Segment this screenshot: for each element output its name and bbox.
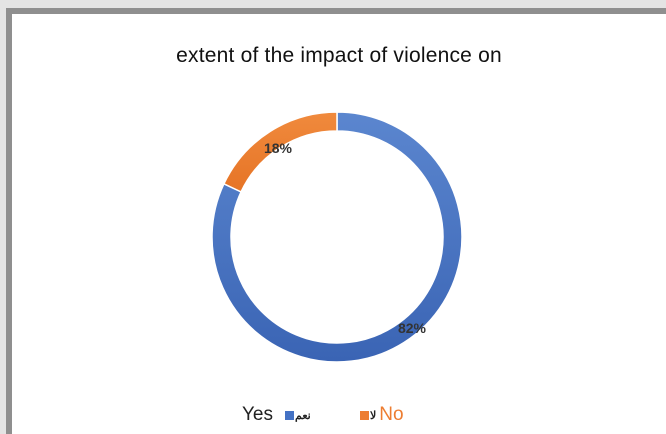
legend-yes-native: نعم bbox=[295, 409, 311, 422]
legend-swatch-no bbox=[360, 410, 369, 420]
legend-yes-english: Yes bbox=[242, 404, 273, 425]
donut-slice-no bbox=[222, 111, 338, 193]
data-label-yes: 82% bbox=[398, 320, 427, 336]
legend-item-no: لا No bbox=[360, 404, 404, 426]
chart-card: extent of the impact of violence on 82% 1… bbox=[12, 14, 666, 434]
legend-item-yes: Yes نعم bbox=[242, 404, 311, 426]
chart-title: extent of the impact of violence on bbox=[176, 44, 502, 67]
data-label-no: 18% bbox=[264, 140, 293, 156]
legend-swatch-yes bbox=[285, 410, 294, 420]
legend-no-english: No bbox=[379, 404, 404, 425]
donut-slice-yes bbox=[211, 111, 463, 363]
chart-legend: Yes نعم لا No bbox=[12, 404, 666, 434]
legend-no-native: لا bbox=[370, 409, 377, 422]
donut-chart: 82% 18% bbox=[211, 111, 463, 363]
